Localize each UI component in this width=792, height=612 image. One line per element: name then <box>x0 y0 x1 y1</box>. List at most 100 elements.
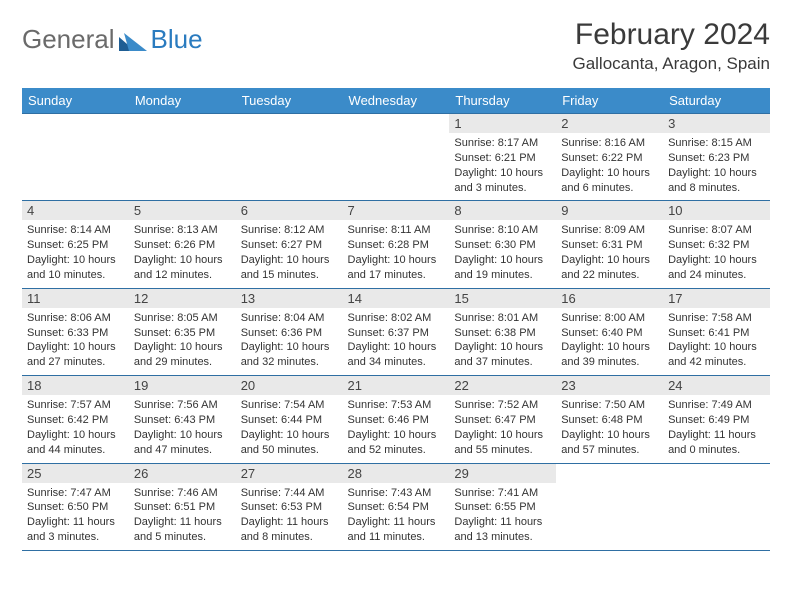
calendar-cell <box>129 114 236 201</box>
day-info: Sunrise: 7:44 AMSunset: 6:53 PMDaylight:… <box>241 486 338 545</box>
day-info: Sunrise: 8:07 AMSunset: 6:32 PMDaylight:… <box>668 223 765 282</box>
day-info: Sunrise: 7:50 AMSunset: 6:48 PMDaylight:… <box>561 398 658 457</box>
calendar-cell: 21Sunrise: 7:53 AMSunset: 6:46 PMDayligh… <box>343 376 450 463</box>
day-info: Sunrise: 7:54 AMSunset: 6:44 PMDaylight:… <box>241 398 338 457</box>
weekday-header: SundayMondayTuesdayWednesdayThursdayFrid… <box>22 88 770 114</box>
calendar-cell <box>343 114 450 201</box>
calendar-cell <box>663 463 770 550</box>
day-info: Sunrise: 7:47 AMSunset: 6:50 PMDaylight:… <box>27 486 124 545</box>
day-number: 10 <box>663 201 770 220</box>
header: General Blue February 2024 Gallocanta, A… <box>22 18 770 74</box>
day-number: 24 <box>663 376 770 395</box>
calendar-cell <box>556 463 663 550</box>
day-info: Sunrise: 8:11 AMSunset: 6:28 PMDaylight:… <box>348 223 445 282</box>
calendar-cell: 11 Sunrise: 8:06 AMSunset: 6:33 PMDayligh… <box>22 288 129 375</box>
day-info: Sunrise: 8:09 AMSunset: 6:31 PMDaylight:… <box>561 223 658 282</box>
title-block: February 2024 Gallocanta, Aragon, Spain <box>572 18 770 74</box>
brand-mark-icon <box>119 29 149 51</box>
day-info: Sunrise: 7:43 AMSunset: 6:54 PMDaylight:… <box>348 486 445 545</box>
day-number: 3 <box>663 114 770 133</box>
day-info: Sunrise: 8:15 AMSunset: 6:23 PMDaylight:… <box>668 136 765 195</box>
calendar-cell: 16Sunrise: 8:00 AMSunset: 6:40 PMDayligh… <box>556 288 663 375</box>
calendar-cell: 12Sunrise: 8:05 AMSunset: 6:35 PMDayligh… <box>129 288 236 375</box>
day-number: 2 <box>556 114 663 133</box>
day-number: 9 <box>556 201 663 220</box>
day-number: 14 <box>343 289 450 308</box>
day-info: Sunrise: 8:06 AMSunset: 6:33 PMDaylight:… <box>27 311 124 370</box>
calendar-row: 4 Sunrise: 8:14 AMSunset: 6:25 PMDaylight… <box>22 201 770 288</box>
brand-logo: General Blue <box>22 18 203 55</box>
day-number: 26 <box>129 464 236 483</box>
calendar-cell <box>236 114 343 201</box>
weekday-tuesday: Tuesday <box>236 88 343 114</box>
calendar-cell: 25 Sunrise: 7:47 AMSunset: 6:50 PMDayligh… <box>22 463 129 550</box>
day-number: 22 <box>449 376 556 395</box>
day-number: 19 <box>129 376 236 395</box>
day-number: 15 <box>449 289 556 308</box>
calendar-cell: 10 Sunrise: 8:07 AMSunset: 6:32 PMDayligh… <box>663 201 770 288</box>
day-info: Sunrise: 8:12 AMSunset: 6:27 PMDaylight:… <box>241 223 338 282</box>
day-info: Sunrise: 8:02 AMSunset: 6:37 PMDaylight:… <box>348 311 445 370</box>
calendar-row: 1 Sunrise: 8:17 AMSunset: 6:21 PMDaylight… <box>22 114 770 201</box>
calendar-cell: 19 Sunrise: 7:56 AMSunset: 6:43 PMDayligh… <box>129 376 236 463</box>
weekday-monday: Monday <box>129 88 236 114</box>
weekday-wednesday: Wednesday <box>343 88 450 114</box>
calendar-table: SundayMondayTuesdayWednesdayThursdayFrid… <box>22 88 770 551</box>
day-number: 7 <box>343 201 450 220</box>
day-info: Sunrise: 7:57 AMSunset: 6:42 PMDaylight:… <box>27 398 124 457</box>
day-number: 13 <box>236 289 343 308</box>
day-info: Sunrise: 7:46 AMSunset: 6:51 PMDaylight:… <box>134 486 231 545</box>
calendar-cell: 1 Sunrise: 8:17 AMSunset: 6:21 PMDaylight… <box>449 114 556 201</box>
day-info: Sunrise: 8:01 AMSunset: 6:38 PMDaylight:… <box>454 311 551 370</box>
calendar-cell: 13 Sunrise: 8:04 AMSunset: 6:36 PMDayligh… <box>236 288 343 375</box>
day-number: 11 <box>22 289 129 308</box>
calendar-cell: 14 Sunrise: 8:02 AMSunset: 6:37 PMDayligh… <box>343 288 450 375</box>
calendar-cell: 9 Sunrise: 8:09 AMSunset: 6:31 PMDaylight… <box>556 201 663 288</box>
day-number: 29 <box>449 464 556 483</box>
day-info: Sunrise: 8:14 AMSunset: 6:25 PMDaylight:… <box>27 223 124 282</box>
day-number: 20 <box>236 376 343 395</box>
day-info: Sunrise: 7:58 AMSunset: 6:41 PMDaylight:… <box>668 311 765 370</box>
day-number: 4 <box>22 201 129 220</box>
day-number: 25 <box>22 464 129 483</box>
day-info: Sunrise: 8:16 AMSunset: 6:22 PMDaylight:… <box>561 136 658 195</box>
calendar-row: 11 Sunrise: 8:06 AMSunset: 6:33 PMDayligh… <box>22 288 770 375</box>
calendar-cell: 2 Sunrise: 8:16 AMSunset: 6:22 PMDaylight… <box>556 114 663 201</box>
calendar-cell: 27 Sunrise: 7:44 AMSunset: 6:53 PMDayligh… <box>236 463 343 550</box>
day-info: Sunrise: 8:05 AMSunset: 6:35 PMDaylight:… <box>134 311 231 370</box>
calendar-cell: 26 Sunrise: 7:46 AMSunset: 6:51 PMDayligh… <box>129 463 236 550</box>
weekday-sunday: Sunday <box>22 88 129 114</box>
day-info: Sunrise: 8:04 AMSunset: 6:36 PMDaylight:… <box>241 311 338 370</box>
day-info: Sunrise: 7:53 AMSunset: 6:46 PMDaylight:… <box>348 398 445 457</box>
calendar-cell: 4 Sunrise: 8:14 AMSunset: 6:25 PMDaylight… <box>22 201 129 288</box>
calendar-cell: 6Sunrise: 8:12 AMSunset: 6:27 PMDaylight… <box>236 201 343 288</box>
day-number: 8 <box>449 201 556 220</box>
calendar-cell: 22Sunrise: 7:52 AMSunset: 6:47 PMDayligh… <box>449 376 556 463</box>
day-number: 17 <box>663 289 770 308</box>
calendar-cell: 23 Sunrise: 7:50 AMSunset: 6:48 PMDayligh… <box>556 376 663 463</box>
day-info: Sunrise: 8:17 AMSunset: 6:21 PMDaylight:… <box>454 136 551 195</box>
day-number: 5 <box>129 201 236 220</box>
day-info: Sunrise: 8:10 AMSunset: 6:30 PMDaylight:… <box>454 223 551 282</box>
calendar-cell: 15 Sunrise: 8:01 AMSunset: 6:38 PMDayligh… <box>449 288 556 375</box>
day-info: Sunrise: 7:56 AMSunset: 6:43 PMDaylight:… <box>134 398 231 457</box>
calendar-cell: 24 Sunrise: 7:49 AMSunset: 6:49 PMDayligh… <box>663 376 770 463</box>
weekday-friday: Friday <box>556 88 663 114</box>
day-number: 23 <box>556 376 663 395</box>
brand-part2: Blue <box>151 24 203 55</box>
calendar-cell: 18Sunrise: 7:57 AMSunset: 6:42 PMDayligh… <box>22 376 129 463</box>
calendar-cell: 28Sunrise: 7:43 AMSunset: 6:54 PMDayligh… <box>343 463 450 550</box>
day-number: 1 <box>449 114 556 133</box>
weekday-saturday: Saturday <box>663 88 770 114</box>
calendar-cell: 17 Sunrise: 7:58 AMSunset: 6:41 PMDayligh… <box>663 288 770 375</box>
day-info: Sunrise: 8:13 AMSunset: 6:26 PMDaylight:… <box>134 223 231 282</box>
calendar-page: General Blue February 2024 Gallocanta, A… <box>0 0 792 612</box>
calendar-cell: 20 Sunrise: 7:54 AMSunset: 6:44 PMDayligh… <box>236 376 343 463</box>
calendar-cell: 8 Sunrise: 8:10 AMSunset: 6:30 PMDaylight… <box>449 201 556 288</box>
calendar-row: 25 Sunrise: 7:47 AMSunset: 6:50 PMDayligh… <box>22 463 770 550</box>
day-number: 27 <box>236 464 343 483</box>
calendar-cell <box>22 114 129 201</box>
day-info: Sunrise: 7:41 AMSunset: 6:55 PMDaylight:… <box>454 486 551 545</box>
day-info: Sunrise: 7:49 AMSunset: 6:49 PMDaylight:… <box>668 398 765 457</box>
calendar-cell: 29 Sunrise: 7:41 AMSunset: 6:55 PMDayligh… <box>449 463 556 550</box>
